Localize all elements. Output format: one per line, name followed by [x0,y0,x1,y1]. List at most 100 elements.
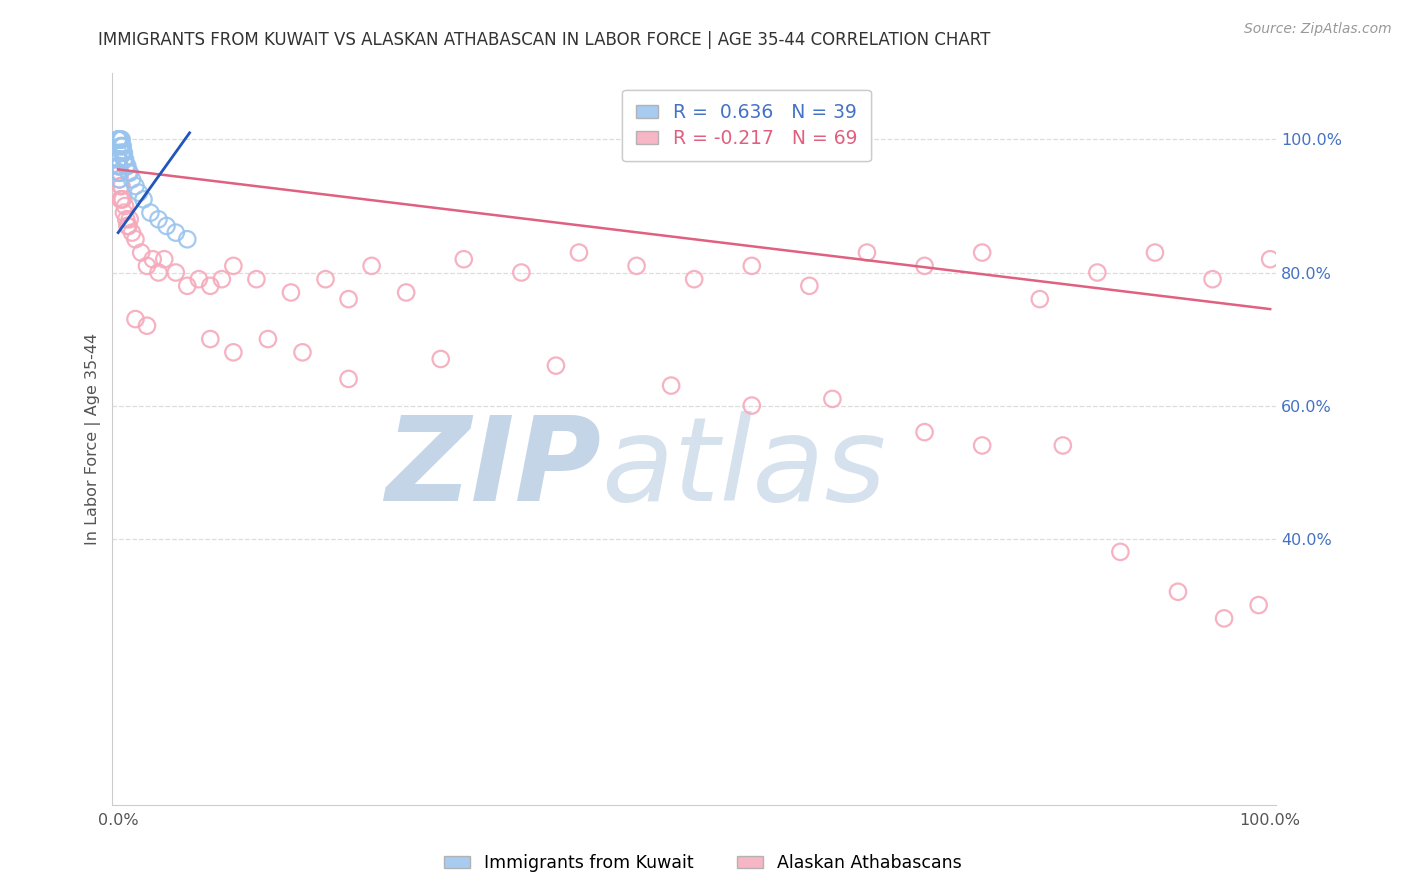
Point [124,179,146,194]
Point [741,259,763,273]
Point [110,179,132,194]
Point [128,186,150,200]
Point [211,272,233,286]
Point [222,345,245,359]
Point [115,159,138,173]
Point [112,153,135,167]
Text: ZIP: ZIP [385,410,602,525]
Point [111,145,134,160]
Text: atlas: atlas [602,411,886,525]
Point [291,345,314,359]
Point [111,145,134,160]
Point [187,272,209,286]
Point [176,278,198,293]
Point [111,132,134,146]
Point [132,192,155,206]
Point [914,425,936,439]
Point [107,153,129,167]
Point [1201,272,1223,286]
Point [110,132,132,146]
Point [108,159,131,173]
Point [200,332,222,346]
Point [799,278,821,293]
Point [111,179,134,194]
Point [107,159,129,173]
Point [107,159,129,173]
Y-axis label: In Labor Force | Age 35-44: In Labor Force | Age 35-44 [86,333,101,545]
Point [245,272,267,286]
Point [110,166,132,180]
Point [118,166,141,180]
Point [165,226,187,240]
Point [112,145,135,160]
Point [429,351,451,366]
Point [856,245,879,260]
Point [115,212,138,227]
Point [107,132,129,146]
Point [176,232,198,246]
Point [280,285,302,300]
Point [200,278,222,293]
Point [315,272,337,286]
Point [107,145,129,160]
Point [165,266,187,280]
Point [124,312,146,326]
Point [741,399,763,413]
Point [153,252,176,267]
Point [112,205,135,219]
Point [108,132,131,146]
Point [117,219,139,233]
Point [107,132,129,146]
Point [1109,545,1132,559]
Point [257,332,280,346]
Point [121,226,143,240]
Text: Source: ZipAtlas.com: Source: ZipAtlas.com [1244,22,1392,37]
Point [108,172,131,186]
Point [148,266,170,280]
Point [107,166,129,180]
Point [1085,266,1108,280]
Point [108,166,131,180]
Point [544,359,567,373]
Point [107,132,129,146]
Point [148,212,170,227]
Point [395,285,418,300]
Point [1052,438,1074,452]
Point [117,166,139,180]
Point [118,212,141,227]
Point [117,159,139,173]
Point [108,132,131,146]
Point [117,219,139,233]
Point [155,219,177,233]
Point [111,139,134,153]
Point [108,153,131,167]
Legend: R =  0.636   N = 39, R = -0.217   N = 69: R = 0.636 N = 39, R = -0.217 N = 69 [623,90,870,161]
Text: IMMIGRANTS FROM KUWAIT VS ALASKAN ATHABASCAN IN LABOR FORCE | AGE 35-44 CORRELAT: IMMIGRANTS FROM KUWAIT VS ALASKAN ATHABA… [98,31,991,49]
Point [114,199,136,213]
Point [337,292,360,306]
Point [1258,252,1281,267]
Point [337,372,360,386]
Point [453,252,475,267]
Point [108,159,131,173]
Point [510,266,533,280]
Point [1143,245,1166,260]
Point [568,245,591,260]
Legend: Immigrants from Kuwait, Alaskan Athabascans: Immigrants from Kuwait, Alaskan Athabasc… [437,847,969,879]
Point [110,192,132,206]
Point [222,259,245,273]
Point [121,172,143,186]
Point [110,139,132,153]
Point [142,252,165,267]
Point [626,259,648,273]
Point [136,318,159,333]
Point [136,259,159,273]
Point [114,153,136,167]
Point [821,392,844,406]
Point [1247,598,1270,612]
Point [139,205,162,219]
Point [110,132,132,146]
Point [360,259,382,273]
Point [111,192,134,206]
Point [1029,292,1052,306]
